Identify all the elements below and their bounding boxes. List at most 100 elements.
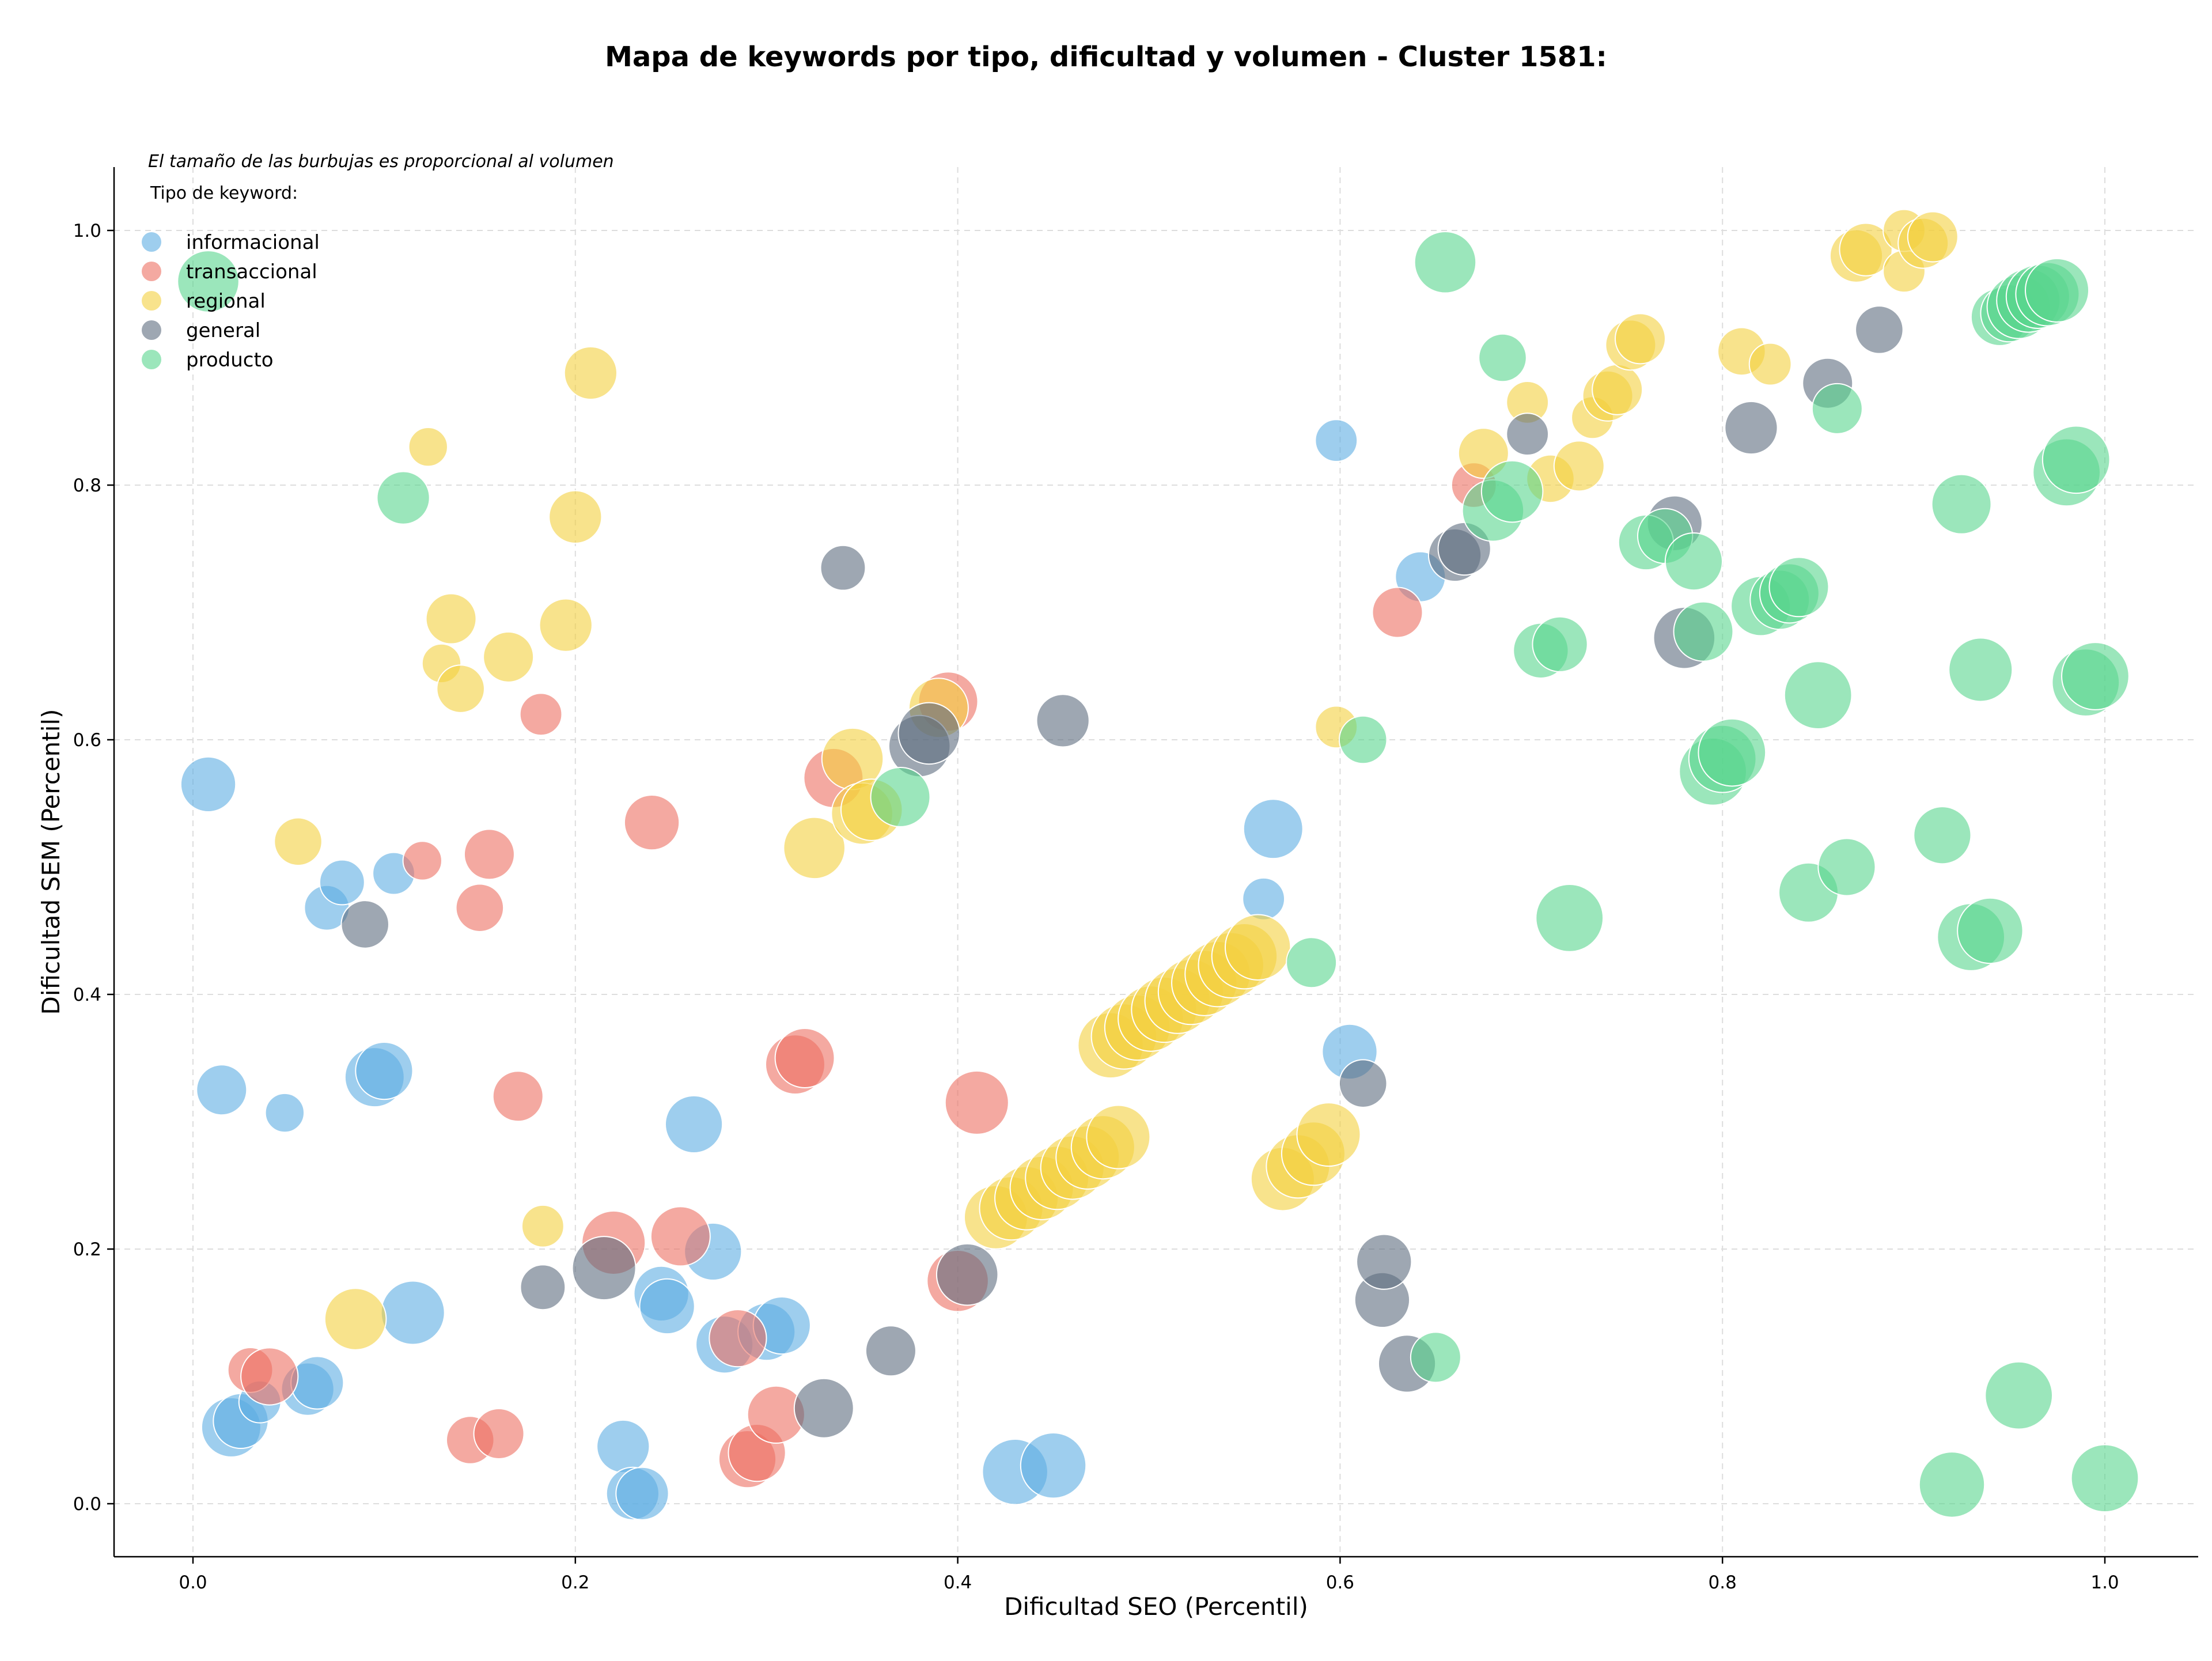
bubble-regional (563, 346, 618, 400)
bubble-regional (1907, 211, 1959, 263)
legend: El tamaño de las burbujas es proporciona… (142, 152, 614, 372)
bubble-regional (539, 598, 593, 652)
bubble-general (935, 1243, 999, 1306)
bubble-producto (1698, 718, 1767, 787)
bubble-general (793, 1378, 854, 1439)
bubble-informacional (264, 1092, 305, 1133)
bubble-producto (1768, 557, 1830, 618)
y-tick-label: 1.0 (73, 221, 101, 241)
bubble-informacional (380, 1280, 445, 1345)
bubble-informacional (639, 1278, 695, 1335)
ticks: 0.0 0.2 0.4 0.6 0.8 1.0 0.0 0.2 0.4 0.6 0.8 1.0 (73, 221, 2119, 1593)
bubble-informacional (319, 859, 365, 906)
legend-marker-producto (142, 350, 161, 369)
bubble-layer (177, 209, 2139, 1520)
y-tick-label: 0.0 (73, 1494, 101, 1515)
bubble-informacional (355, 1042, 414, 1100)
bubble-transaccional (944, 1070, 1009, 1135)
legend-label-transaccional: transaccional (186, 260, 317, 283)
bubble-producto (1931, 474, 1992, 535)
bubble-producto (1286, 937, 1338, 989)
bubble-transaccional (240, 1347, 299, 1406)
bubble-transaccional (1372, 587, 1423, 638)
legend-label-regional: regional (186, 290, 266, 313)
legend-label-informacional: informacional (186, 231, 320, 254)
bubble-regional (548, 490, 603, 544)
bubble-transaccional (463, 828, 515, 880)
bubble-producto (1338, 715, 1388, 765)
bubble-informacional (615, 1466, 669, 1520)
bubble-regional (1614, 313, 1666, 365)
bubble-regional (1224, 914, 1291, 981)
bubble-producto (1532, 616, 1588, 672)
bubble-informacional (1243, 799, 1304, 860)
bubble-general (340, 900, 389, 949)
bubble-regional (274, 817, 323, 867)
bubble-producto (1783, 661, 1853, 730)
legend-marker-informacional (142, 232, 161, 252)
bubble-producto (1948, 637, 2013, 702)
size-note: El tamaño de las burbujas es proporciona… (148, 152, 614, 172)
legend-label-producto: producto (186, 349, 274, 372)
x-axis-label: Dificultad SEO (Percentil) (1004, 1592, 1308, 1621)
x-tick-label: 1.0 (2090, 1572, 2119, 1593)
bubble-producto (1918, 1451, 1986, 1518)
legend-label-general: general (186, 319, 260, 342)
x-tick-label: 0.0 (179, 1572, 207, 1593)
bubble-producto (2025, 258, 2090, 323)
bubble-transaccional (709, 1309, 767, 1368)
legend-marker-transaccional (142, 262, 161, 281)
y-tick-label: 0.2 (73, 1239, 101, 1260)
bubble-producto (1673, 601, 1734, 662)
bubble-informacional (290, 1356, 344, 1410)
bubble-regional (324, 1288, 387, 1350)
bubble-transaccional (402, 841, 442, 881)
bubble-regional (483, 631, 535, 683)
bubble-producto (1984, 1361, 2054, 1430)
x-tick-label: 0.6 (1326, 1572, 1354, 1593)
bubble-regional (1296, 1102, 1361, 1167)
bubble-general (571, 1236, 637, 1301)
bubble-general (897, 702, 961, 765)
chart-title: Mapa de keywords por tipo, dificultad y … (605, 41, 1607, 73)
bubble-informacional (1315, 419, 1358, 463)
bubble-informacional (664, 1095, 724, 1154)
bubble-general (865, 1325, 916, 1377)
bubble-regional (1592, 364, 1643, 415)
y-tick-label: 0.6 (73, 730, 101, 751)
bubble-transaccional (650, 1206, 711, 1267)
bubble-transaccional (774, 1028, 835, 1088)
x-tick-label: 0.2 (561, 1572, 589, 1593)
bubble-producto (1913, 806, 1972, 865)
bubble-producto (1811, 383, 1863, 434)
bubble-producto (376, 471, 430, 525)
bubble-producto (1817, 838, 1876, 896)
y-tick-label: 0.4 (73, 985, 101, 1005)
legend-marker-general (142, 320, 161, 340)
bubble-regional (1748, 342, 1792, 386)
bubble-producto (1664, 532, 1724, 591)
bubble-informacional (1242, 877, 1286, 921)
bubble-general (820, 544, 866, 591)
bubble-producto (2041, 425, 2111, 494)
bubble-producto (1414, 230, 1477, 294)
bubble-general (1506, 413, 1550, 456)
x-tick-label: 0.4 (944, 1572, 972, 1593)
bubble-transaccional (519, 693, 563, 736)
bubble-regional (783, 816, 846, 880)
bubble-producto (1535, 884, 1604, 952)
bubble-transaccional (492, 1070, 544, 1122)
bubble-informacional (596, 1419, 650, 1474)
bubble-transaccional (623, 794, 680, 851)
bubble-producto (1478, 333, 1527, 383)
bubble-informacional (180, 756, 237, 813)
bubble-regional (408, 427, 448, 467)
bubble-regional (436, 664, 485, 713)
x-tick-label: 0.8 (1709, 1572, 1737, 1593)
bubble-regional (425, 593, 477, 645)
bubble-producto (1410, 1331, 1461, 1383)
legend-title: Tipo de keyword: (150, 183, 298, 203)
bubble-general (1356, 1234, 1412, 1290)
bubble-producto (1480, 460, 1544, 523)
